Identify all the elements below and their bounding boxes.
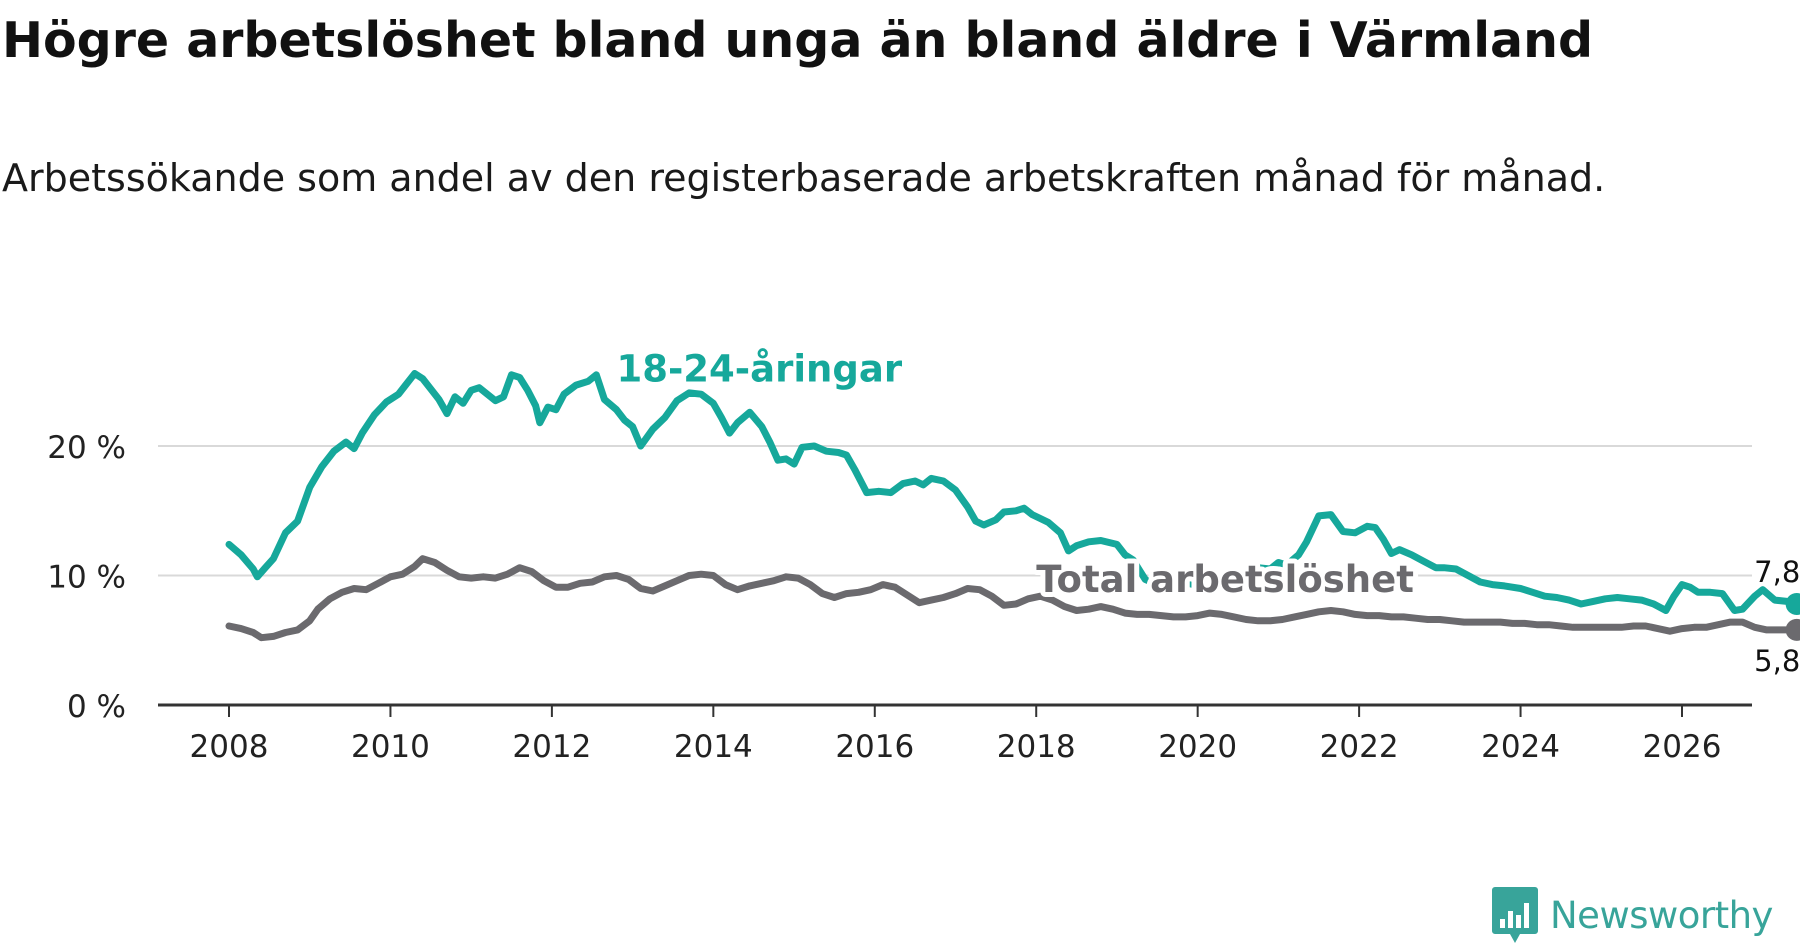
x-tick-label: 2026 [1643, 729, 1722, 765]
y-tick-label: 10 % [47, 560, 126, 596]
x-axis: 2008 2010 2012 2014 2016 2018 2020 2022 2024 2026 [158, 703, 1752, 765]
x-tick-label: 2022 [1320, 729, 1399, 765]
series-line-total [225, 555, 1800, 642]
y-tick-label: 20 % [47, 430, 126, 466]
bar-chart-speech-icon [1492, 887, 1538, 943]
x-tick-label: 2010 [351, 729, 430, 765]
brand-logo: Newsworthy [1490, 885, 1773, 945]
chart-subtitle: Arbetssökande som andel av den registerb… [2, 156, 1606, 200]
x-tick-label: 2016 [835, 729, 914, 765]
series-line-youth [225, 370, 1800, 614]
series-lines [225, 370, 1800, 642]
y-tick-label: 0 % [67, 689, 126, 725]
series-end-label-total: 5,8 % [1754, 644, 1800, 678]
series-end-dot-youth [1785, 592, 1800, 615]
x-tick-label: 2024 [1481, 729, 1560, 765]
grid-lines [158, 445, 1752, 577]
series-name-label-youth: 18-24-åringar [616, 348, 902, 391]
x-tick-label: 2012 [512, 729, 591, 765]
x-tick-label: 2018 [997, 729, 1076, 765]
x-tick-label: 2014 [674, 729, 753, 765]
brand-name: Newsworthy [1550, 893, 1773, 937]
series-end-dot-total [1785, 618, 1800, 641]
x-tick-label: 2008 [190, 729, 269, 765]
series-end-label-youth: 7,8 % [1754, 555, 1800, 589]
series-name-label-total: Total arbetslöshet [1036, 558, 1414, 601]
x-tick-label: 2020 [1158, 729, 1237, 765]
y-axis-tick-labels: 0 % 10 % 20 % [47, 430, 126, 725]
series-labels: 7,8 % 5,8 % 18-24-åringar Total arbetslöshe… [611, 343, 1800, 681]
chart-title: Högre arbetslöshet bland unga än bland ä… [2, 12, 1594, 69]
